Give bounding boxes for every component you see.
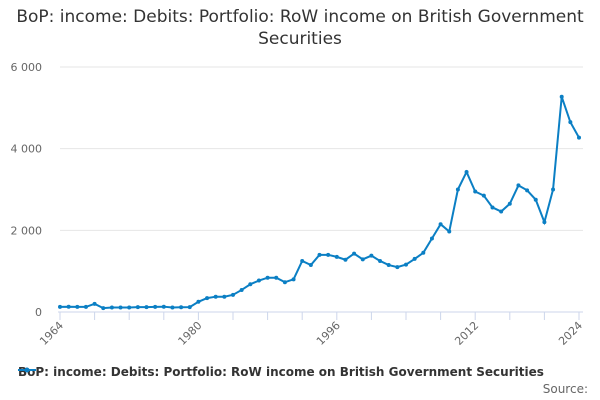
y-tick-label: 4 000 [11,143,43,156]
x-tick-label: 2024 [556,319,585,348]
x-tick-label: 1996 [314,319,343,348]
data-point [170,305,175,310]
data-point [551,187,556,192]
data-point [222,294,227,299]
data-point [109,305,114,310]
data-point [213,294,218,299]
data-point [490,205,495,210]
data-point [274,275,279,280]
data-point [83,304,88,309]
y-tick-label: 0 [35,306,42,319]
data-point [369,253,374,258]
x-tick-label: 1980 [176,319,205,348]
data-point [577,135,581,140]
data-point [447,229,452,234]
data-point [343,257,348,262]
data-point [66,304,71,309]
data-point [300,258,305,263]
y-tick-label: 2 000 [11,224,43,237]
data-point [412,256,417,261]
data-point [179,305,184,310]
data-point [248,282,253,287]
data-point [239,287,244,292]
data-point [231,292,235,297]
legend-marker [18,367,36,373]
data-point [317,252,322,257]
data-point [265,275,270,280]
data-point [568,120,573,125]
data-point [291,277,296,282]
data-point [533,197,538,202]
data-point [499,209,504,214]
data-point [395,265,400,270]
data-point [386,263,391,268]
data-point [507,201,512,206]
data-point [92,301,97,306]
data-point [256,278,261,283]
data-point [360,257,365,262]
data-point [118,305,123,310]
series-line [59,96,580,310]
data-point [464,169,469,174]
data-point [404,262,408,267]
legend-label: BoP: income: Debits: Portfolio: RoW inco… [18,365,544,379]
data-point [144,305,149,310]
data-point [153,304,158,309]
data-point [429,236,434,241]
data-point [326,252,331,257]
data-point [516,183,521,188]
data-point [187,305,192,310]
y-tick-label: 6 000 [11,61,43,74]
data-point [334,254,339,259]
data-point [438,222,443,227]
data-point [421,250,426,255]
legend-item[interactable]: BoP: income: Debits: Portfolio: RoW inco… [18,365,544,379]
data-point [196,299,201,304]
data-point [161,304,166,309]
data-point [352,251,357,256]
x-tick-label: 1964 [37,319,66,348]
chart-title: BoP: income: Debits: Portfolio: RoW inco… [16,7,584,49]
data-point [559,94,564,99]
data-point [378,258,383,263]
data-point [455,187,460,192]
data-point [308,263,313,268]
data-point [127,305,132,310]
data-point [75,304,80,309]
data-point [101,306,106,311]
data-point [282,280,287,285]
data-point [205,296,210,301]
data-point [135,305,140,310]
data-point [542,220,547,225]
source-label: Source: [542,382,588,396]
data-point [525,188,530,193]
x-tick-label: 2012 [452,319,481,348]
data-point [58,304,62,309]
data-point [473,189,478,194]
data-point [481,193,486,198]
